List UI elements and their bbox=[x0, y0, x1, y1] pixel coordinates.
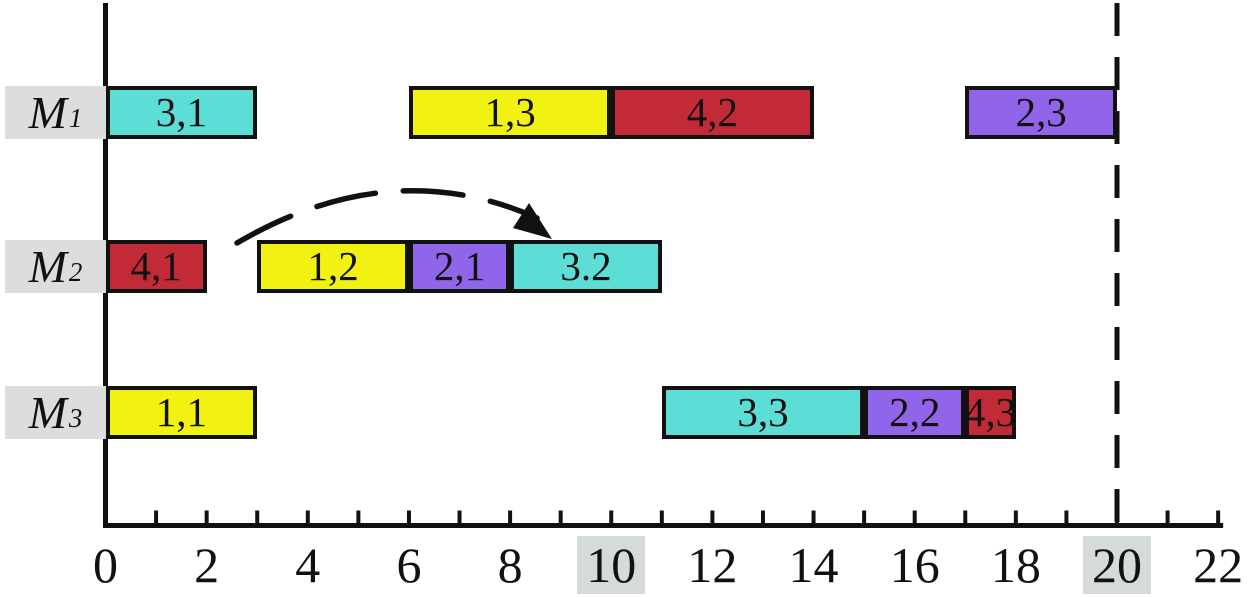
x-tick-label-14: 14 bbox=[788, 537, 839, 593]
gantt-bar-op-1-3: 1,3 bbox=[408, 86, 612, 139]
machine-subscript: 3 bbox=[68, 403, 83, 433]
bar-label: 3.2 bbox=[560, 243, 612, 289]
x-tick-label-12: 12 bbox=[687, 537, 738, 593]
bar-label: 3,1 bbox=[155, 89, 207, 135]
gantt-bar-op-4-2: 4,2 bbox=[611, 86, 814, 139]
bar-label: 1,3 bbox=[484, 89, 536, 135]
x-tick-label-6: 6 bbox=[396, 537, 422, 593]
bar-label: 2,1 bbox=[433, 243, 486, 289]
bar-label: 4,1 bbox=[130, 243, 182, 289]
gantt-bar-op-3-1: 3,1 bbox=[105, 86, 258, 139]
x-tick-label-18: 18 bbox=[990, 537, 1041, 593]
machine-name: M bbox=[28, 241, 67, 292]
x-tick-label-0: 0 bbox=[93, 537, 118, 593]
bar-label: 2,3 bbox=[1015, 89, 1067, 135]
x-tick-label-16: 16 bbox=[889, 537, 940, 593]
gantt-bar-op-2-1: 2,1 bbox=[408, 240, 511, 293]
gantt-bar-op-3-3: 3,3 bbox=[661, 386, 865, 439]
x-tick-label-20-highlighted: 20 bbox=[1083, 536, 1151, 594]
bar-label: 3,3 bbox=[737, 389, 789, 435]
x-tick-label-4: 4 bbox=[295, 537, 321, 593]
x-tick-label-8: 8 bbox=[497, 537, 523, 593]
gantt-bar-op-1-1: 1,1 bbox=[105, 386, 258, 439]
bar-label: 4,3 bbox=[964, 389, 1017, 435]
gantt-bar-op-2-3: 2,3 bbox=[965, 86, 1117, 139]
gantt-bar-op-1-2: 1,2 bbox=[257, 240, 409, 293]
precedence-arrow-head bbox=[513, 203, 552, 239]
gantt-bar-op-2-2: 2,2 bbox=[864, 386, 966, 439]
gantt-bar-op-4-3: 4,3 bbox=[965, 386, 1016, 439]
precedence-arrow-arc bbox=[234, 187, 540, 246]
bar-label: 1,2 bbox=[307, 243, 359, 289]
gantt-bar-op-3-2: 3.2 bbox=[510, 240, 662, 293]
x-tick-label-2: 2 bbox=[194, 537, 220, 593]
bar-label: 1,1 bbox=[155, 389, 207, 435]
machine-name: M bbox=[28, 87, 67, 138]
x-tick-label-22: 22 bbox=[1193, 537, 1244, 593]
x-tick-label-10-highlighted: 10 bbox=[577, 536, 646, 594]
bar-label: 4,2 bbox=[686, 89, 739, 135]
bar-label: 2,2 bbox=[889, 389, 941, 435]
machine-subscript: 1 bbox=[68, 103, 83, 133]
gantt-bar-op-4-1: 4,1 bbox=[105, 240, 207, 293]
machine-subscript: 2 bbox=[68, 257, 83, 287]
machine-name: M bbox=[28, 387, 67, 438]
